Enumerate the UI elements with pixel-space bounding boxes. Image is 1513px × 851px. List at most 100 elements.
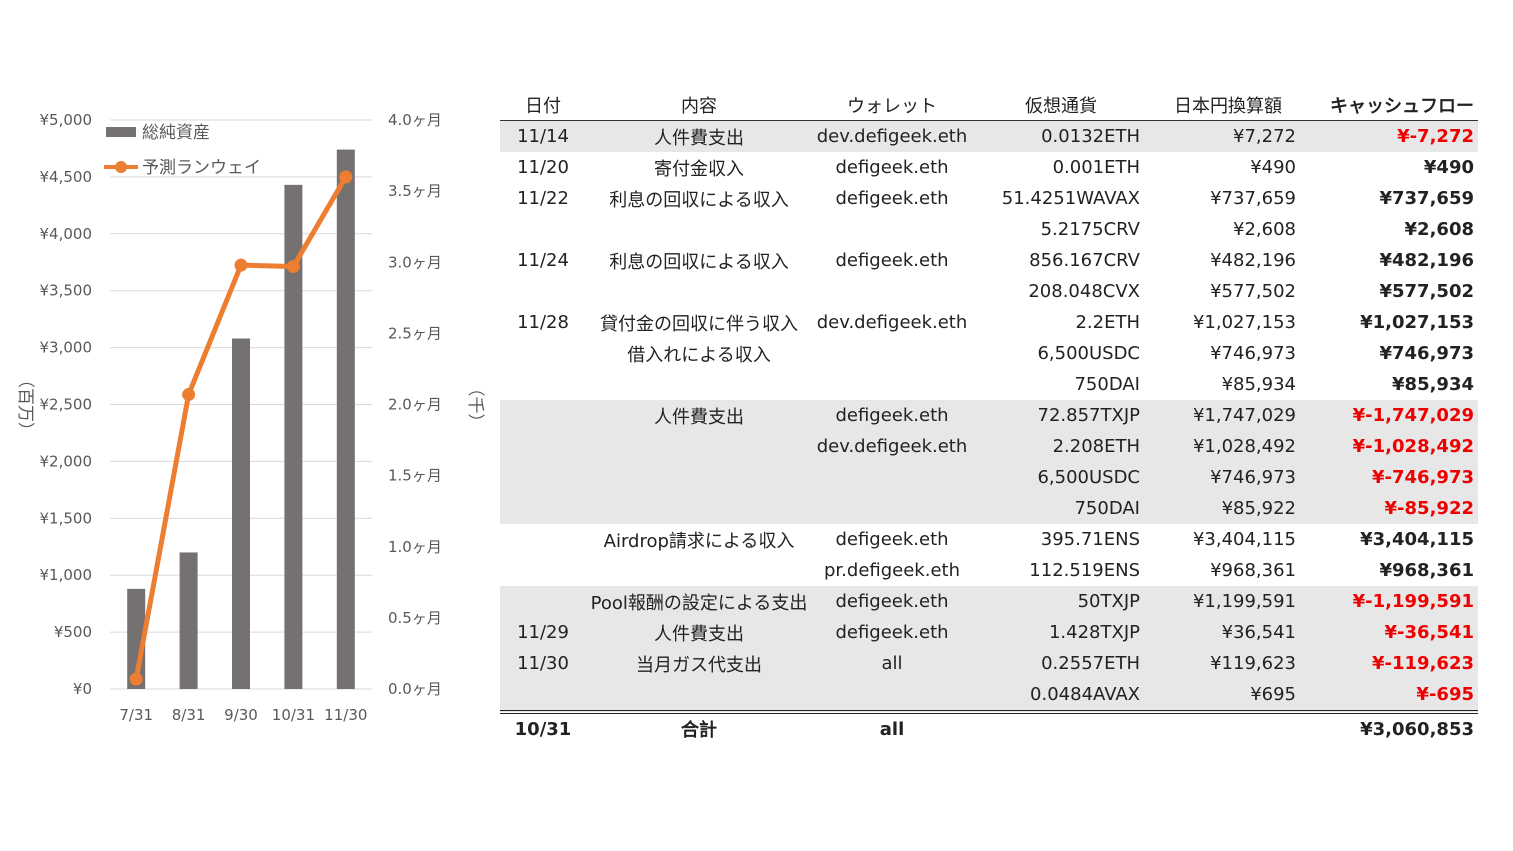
table-row: 11/29 人件費支出 defigeek.eth 1.428TXJP ¥36,541 ¥-…: [500, 617, 1478, 648]
header-cashflow: キャッシュフロー: [1306, 90, 1478, 121]
cell-wallet: [812, 493, 972, 524]
cell-desc: [586, 369, 812, 400]
bar-series: [127, 149, 355, 689]
cell-desc: [586, 276, 812, 307]
cell-crypto: 6,500USDC: [1037, 343, 1140, 364]
cell-crypto: 395.71ENS: [1040, 529, 1140, 550]
table-row: 750DAI ¥85,934 ¥85,934: [500, 369, 1478, 400]
cell-wallet: defigeek.eth: [812, 400, 972, 431]
cell-jpy: ¥490: [1250, 157, 1296, 178]
x-tick-label: 8/31: [172, 706, 206, 724]
x-axis: 7/31 8/31 9/30 10/31 11/30: [119, 706, 367, 724]
y-left-tick-label: ¥3,500: [40, 282, 93, 300]
total-date: 10/31: [500, 710, 586, 744]
bar: [179, 552, 198, 689]
cell-date: 11/29: [500, 617, 586, 648]
y-right-tick-label: 2.5ヶ月: [388, 324, 442, 342]
cell-jpy: ¥746,973: [1150, 462, 1306, 493]
cell-wallet: defigeek.eth: [835, 188, 949, 209]
y-left-tick-label: ¥1,000: [40, 566, 93, 584]
cell-jpy: ¥968,361: [1210, 560, 1296, 581]
cell-wallet: pr.defigeek.eth: [824, 560, 960, 581]
line-point: [286, 260, 300, 274]
table-row: 人件費支出 defigeek.eth 72.857TXJP ¥1,747,029 ¥-1…: [500, 400, 1478, 431]
y-right-tick-label: 0.0ヶ月: [388, 680, 442, 698]
y-right-tick-label: 3.5ヶ月: [388, 182, 442, 200]
cell-crypto: 750DAI: [1074, 374, 1140, 395]
bar: [232, 338, 250, 689]
cell-crypto: 1.428TXJP: [972, 617, 1150, 648]
table-row: 5.2175CRV ¥2,608 ¥2,608: [500, 214, 1478, 245]
x-tick-label: 10/31: [272, 706, 315, 724]
cell-date: [500, 338, 586, 369]
line-point: [234, 258, 248, 272]
cell-jpy: ¥1,028,492: [1150, 431, 1306, 462]
cell-desc: 当月ガス代支出: [586, 648, 812, 679]
cell-crypto: 0.2557ETH: [972, 648, 1150, 679]
cell-desc: [586, 431, 812, 462]
cell-desc: [586, 555, 812, 586]
cell-wallet: defigeek.eth: [812, 617, 972, 648]
header-jpy: 日本円換算額: [1150, 90, 1306, 121]
y-right-tick-label: 0.5ヶ月: [388, 609, 442, 627]
cell-crypto: 112.519ENS: [1029, 560, 1140, 581]
y-axis-right: 0.0ヶ月 0.5ヶ月 1.0ヶ月 1.5ヶ月 2.0ヶ月 2.5ヶ月 3.0ヶ月 3.5ヶ月…: [388, 111, 442, 698]
cell-crypto: 208.048CVX: [1028, 281, 1140, 302]
y-left-tick-label: ¥4,500: [40, 168, 93, 186]
cell-cf: ¥-746,973: [1306, 462, 1478, 493]
cell-cf: ¥-7,272: [1306, 120, 1478, 152]
cell-cf: ¥2,608: [1404, 219, 1474, 240]
cell-cf: ¥3,404,115: [1360, 529, 1474, 550]
cell-desc: [586, 214, 812, 245]
cell-cf: ¥-85,922: [1306, 493, 1478, 524]
cell-cf: ¥-1,199,591: [1306, 586, 1478, 617]
cell-desc: 寄付金収入: [654, 158, 744, 180]
cell-date: 11/24: [517, 250, 569, 271]
cell-cf: ¥-36,541: [1306, 617, 1478, 648]
cell-crypto: 0.0484AVAX: [972, 679, 1150, 712]
cell-date: [500, 369, 586, 400]
cell-date: [500, 462, 586, 493]
total-wallet: all: [812, 710, 972, 744]
y-left-tick-label: ¥4,000: [40, 225, 93, 243]
cell-cf: ¥-1,028,492: [1306, 431, 1478, 462]
legend-bar-swatch: [106, 127, 136, 137]
y-axis-right-label: （千）: [465, 380, 485, 431]
cell-jpy: ¥1,747,029: [1150, 400, 1306, 431]
table-row: 11/24 利息の回収による収入 defigeek.eth 856.167CRV ¥48…: [500, 245, 1478, 276]
cell-cf: ¥-119,623: [1306, 648, 1478, 679]
cell-date: 11/30: [500, 648, 586, 679]
cell-crypto: 2.2ETH: [1075, 312, 1140, 333]
cell-jpy: ¥2,608: [1233, 219, 1296, 240]
cell-desc: 利息の回収による収入: [609, 189, 789, 211]
cell-wallet: [812, 679, 972, 712]
cell-jpy: ¥119,623: [1150, 648, 1306, 679]
cell-date: [500, 679, 586, 712]
cell-wallet: [812, 462, 972, 493]
y-axis-left-label: （百万）: [15, 371, 35, 439]
cell-crypto: 6,500USDC: [972, 462, 1150, 493]
total-cashflow: ¥3,060,853: [1306, 710, 1478, 744]
cell-desc: 利息の回収による収入: [609, 251, 789, 273]
x-tick-label: 11/30: [324, 706, 367, 724]
legend-line-marker: [115, 161, 127, 173]
cell-jpy: ¥7,272: [1150, 120, 1306, 152]
header-crypto: 仮想通貨: [972, 90, 1150, 121]
y-left-tick-label: ¥0: [73, 680, 92, 698]
cell-date: [500, 214, 586, 245]
y-left-tick-label: ¥2,000: [40, 452, 93, 470]
cell-wallet: defigeek.eth: [812, 586, 972, 617]
y-left-tick-label: ¥5,000: [40, 111, 93, 129]
y-right-tick-label: 1.0ヶ月: [388, 538, 442, 556]
table-row: pr.defigeek.eth 112.519ENS ¥968,361 ¥968,36…: [500, 555, 1478, 586]
cell-cf: ¥85,934: [1392, 374, 1474, 395]
cell-date: [500, 586, 586, 617]
cell-jpy: ¥577,502: [1210, 281, 1296, 302]
cell-desc: Pool報酬の設定による支出: [586, 586, 812, 617]
cashflow-table: 日付 内容 ウォレット 仮想通貨 日本円換算額 キャッシュフロー 11/14 人件…: [500, 90, 1478, 744]
cell-jpy: ¥1,027,153: [1192, 312, 1296, 333]
line-point: [182, 388, 196, 402]
cell-jpy: ¥695: [1150, 679, 1306, 712]
cell-cf: ¥482,196: [1379, 250, 1474, 271]
cell-jpy: ¥737,659: [1210, 188, 1296, 209]
